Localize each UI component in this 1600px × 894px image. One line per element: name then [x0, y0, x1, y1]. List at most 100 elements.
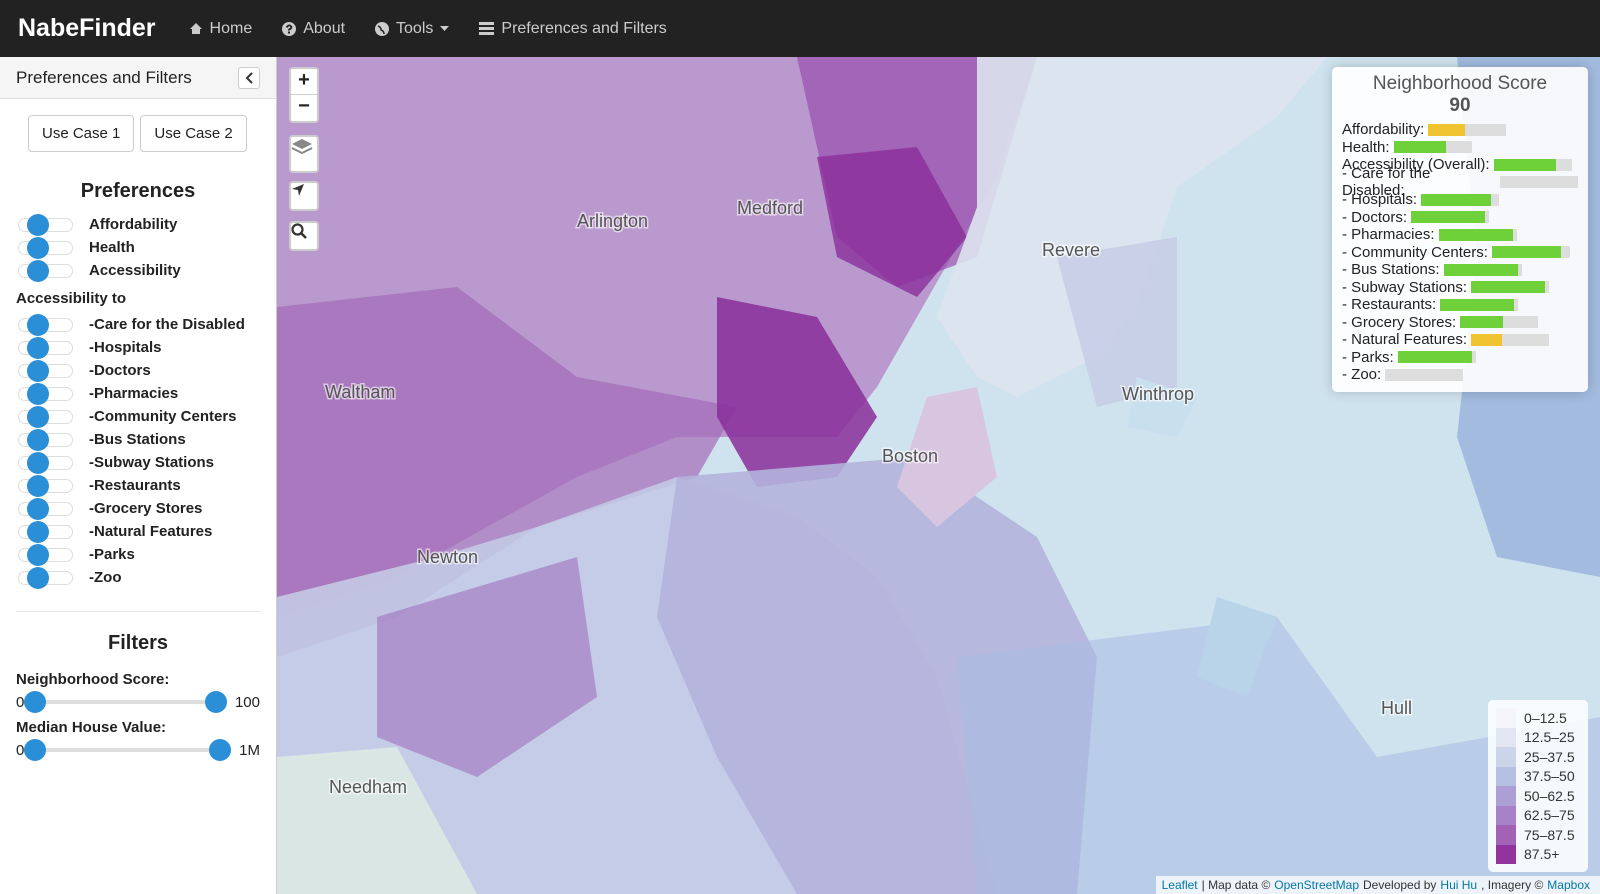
toggle-switch[interactable] — [18, 213, 73, 236]
legend-label: 50–62.5 — [1524, 787, 1575, 804]
zoom-in[interactable]: + — [291, 69, 317, 96]
range-slider[interactable]: 0 100 — [0, 691, 276, 713]
layers-control[interactable] — [289, 135, 319, 173]
slider-handle[interactable] — [24, 739, 47, 761]
toggle-switch[interactable] — [18, 405, 73, 428]
slider-track — [24, 739, 232, 761]
score-label: Health: — [1342, 138, 1390, 156]
slider-min: 0 — [16, 693, 25, 711]
use-case-button[interactable]: Use Case 1 — [28, 115, 135, 152]
toggle-switch[interactable] — [18, 428, 73, 451]
attribution-link[interactable]: Hui Hu — [1440, 878, 1478, 892]
toggle-switch[interactable] — [18, 313, 73, 336]
score-item: - Care for the Disabled: — [1342, 165, 1578, 199]
score-value: 90 — [1449, 95, 1471, 116]
toggle-knob — [27, 213, 49, 236]
nav-home[interactable]: Home — [189, 20, 252, 38]
collapse-button[interactable] — [238, 66, 260, 89]
toggle-knob — [27, 543, 49, 566]
toggle-label: -Bus Stations — [89, 431, 186, 448]
legend-item: 75–87.5 — [1496, 825, 1580, 845]
toggle-knob — [27, 359, 49, 382]
score-item: - Subway Stations: — [1342, 279, 1578, 297]
score-bar-track — [1411, 211, 1490, 224]
legend-swatch — [1496, 805, 1516, 825]
slider-handle[interactable] — [24, 691, 47, 713]
toggle-knob — [27, 259, 49, 282]
toggle-row: -Subway Stations — [0, 451, 276, 474]
toggle-switch[interactable] — [18, 497, 73, 520]
toggle-switch[interactable] — [18, 520, 73, 543]
score-label: - Restaurants: — [1342, 296, 1437, 314]
slider-track — [24, 691, 227, 713]
slider-min: 0 — [16, 741, 25, 759]
score-bar-track — [1385, 368, 1464, 381]
toggle-label: -Grocery Stores — [89, 500, 203, 517]
toggle-switch[interactable] — [18, 474, 73, 497]
toggle-switch[interactable] — [18, 336, 73, 359]
search-control[interactable] — [289, 221, 319, 251]
score-label: - Bus Stations: — [1342, 261, 1440, 279]
slider-handle[interactable] — [209, 739, 232, 761]
score-bar — [1440, 298, 1515, 311]
toggle-row: -Zoo — [0, 566, 276, 589]
score-bar-track — [1460, 316, 1539, 329]
score-bar — [1428, 123, 1465, 136]
toggle-knob — [27, 497, 49, 520]
toggle-knob — [27, 382, 49, 405]
locate-control[interactable] — [289, 181, 319, 211]
toggle-row: Health — [0, 236, 276, 259]
attribution-link[interactable]: Mapbox — [1547, 878, 1590, 892]
attribution-link[interactable]: Leaflet — [1161, 878, 1198, 892]
map[interactable]: Arlington Medford Revere Waltham Boston Winth… — [277, 57, 1600, 894]
score-item: - Grocery Stores: — [1342, 314, 1578, 332]
place-label: Hull — [1381, 698, 1412, 718]
score-label: - Doctors: — [1342, 208, 1408, 226]
toggle-switch[interactable] — [18, 236, 73, 259]
score-label: - Care for the Disabled: — [1342, 165, 1431, 200]
score-items: Affordability: Health: Accessibility (Over… — [1342, 121, 1578, 384]
score-bar-track — [1443, 263, 1522, 276]
toggle-switch[interactable] — [18, 359, 73, 382]
nav-about[interactable]: About — [282, 20, 345, 38]
attribution-link[interactable]: OpenStreetMap — [1274, 878, 1360, 892]
attribution-text: Developed by — [1363, 878, 1437, 892]
score-item: Affordability: — [1342, 121, 1578, 139]
place-label: Needham — [329, 777, 407, 797]
toggle-label: -Doctors — [89, 362, 151, 379]
place-label: Waltham — [325, 382, 395, 402]
range-slider[interactable]: 0 1M — [0, 739, 276, 761]
score-item: - Bus Stations: — [1342, 261, 1578, 279]
legend-label: 62.5–75 — [1524, 807, 1575, 824]
toggle-switch[interactable] — [18, 566, 73, 589]
score-bar-track — [1500, 176, 1578, 189]
score-title: Neighborhood Score — [1372, 73, 1548, 94]
toggle-switch[interactable] — [18, 451, 73, 474]
toggle-knob — [27, 405, 49, 428]
place-label: Boston — [882, 446, 938, 466]
toggle-row: -Pharmacies — [0, 382, 276, 405]
score-item: - Restaurants: — [1342, 296, 1578, 314]
place-label: Winthrop — [1122, 384, 1194, 404]
nav-preferences[interactable]: Preferences and Filters — [479, 20, 667, 38]
brand[interactable]: NabeFinder — [18, 14, 156, 42]
toggle-knob — [27, 566, 49, 589]
toggle-switch[interactable] — [18, 259, 73, 282]
score-bar-track — [1493, 158, 1572, 171]
sidebar-header: Preferences and Filters — [0, 57, 276, 99]
nav-tools[interactable]: Tools — [375, 20, 450, 38]
toggle-switch[interactable] — [18, 382, 73, 405]
toggle-switch[interactable] — [18, 543, 73, 566]
accessibility-list: -Care for the Disabled -Hospitals -Doctors… — [0, 313, 276, 589]
toggle-label: -Pharmacies — [89, 385, 179, 402]
legend-swatch — [1496, 727, 1516, 747]
slider-handle[interactable] — [204, 691, 227, 713]
score-item: Accessibility (Overall): — [1342, 156, 1578, 174]
score-bar — [1411, 211, 1486, 224]
filters-list: Neighborhood Score: 0 100 Median House Valu… — [0, 665, 276, 761]
use-case-button[interactable]: Use Case 2 — [140, 115, 247, 152]
toggle-label: Accessibility — [89, 262, 181, 279]
place-label: Revere — [1042, 240, 1100, 260]
score-bar-track — [1471, 281, 1550, 294]
zoom-out[interactable]: − — [298, 95, 310, 118]
